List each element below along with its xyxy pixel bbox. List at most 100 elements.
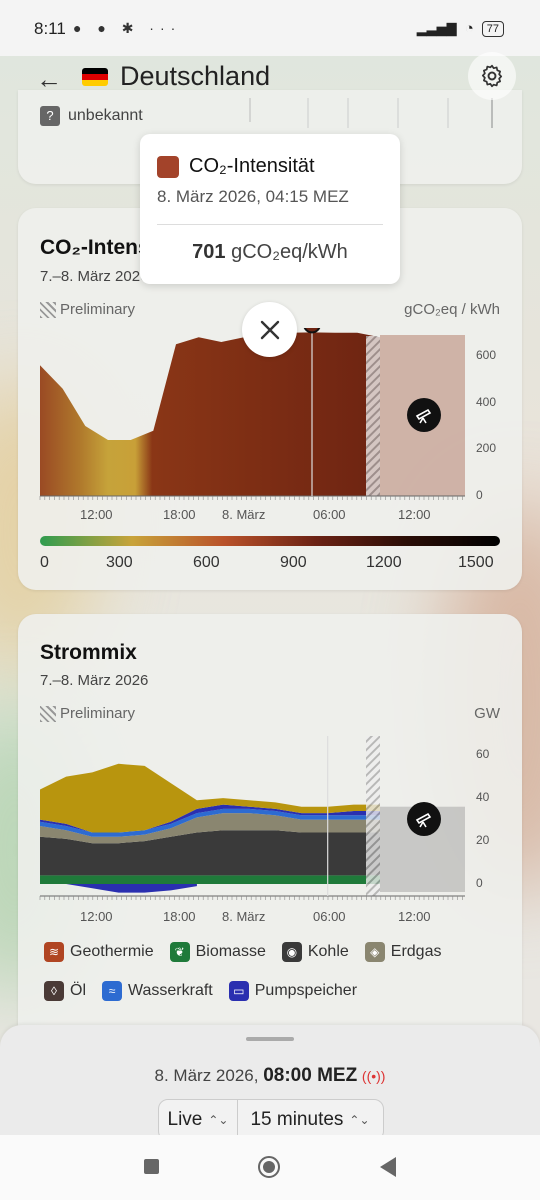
- selected-time: 08:00 MEZ: [263, 1065, 358, 1086]
- area-pumped-negative: [66, 884, 197, 893]
- signal-icon: ▂▃▅▇: [416, 20, 457, 36]
- power-mix-chart[interactable]: [18, 732, 522, 912]
- wifi-icon: ◔: [464, 20, 474, 37]
- live-broadcast-icon: ((•)): [361, 1068, 386, 1084]
- area-pumpspeicher: [40, 804, 380, 833]
- status-time: 8:11: [34, 19, 66, 38]
- mix-card-title: Strommix: [40, 641, 137, 664]
- x-tick-label: 12:00: [80, 909, 113, 924]
- tooltip-date: 8. März 2026, 04:15 MEZ: [157, 187, 349, 206]
- legend-item: ◊ Öl: [44, 981, 86, 1001]
- tooltip-divider: [157, 224, 383, 225]
- unknown-label: unbekannt: [68, 107, 143, 124]
- y-tick-label: 60: [476, 747, 490, 762]
- co2-card-subtitle: 7.–8. März 2026: [40, 268, 149, 285]
- legend-item: ▭ Pumpspeicher: [228, 981, 358, 1001]
- preliminary-band: [366, 336, 380, 496]
- scale-label: 900: [280, 554, 307, 571]
- system-nav-bar: [0, 1135, 540, 1200]
- legend-label: Öl: [70, 982, 86, 999]
- time-control-panel: 8. März 2026, 08:00 MEZ ((•)) Live ⌃⌄ 15…: [0, 1025, 540, 1141]
- tooltip-unit: gCO₂eq/kWh: [231, 241, 348, 263]
- hover-point: [303, 328, 321, 334]
- co2-area: [40, 332, 380, 496]
- x-tick-label: 12:00: [80, 507, 113, 522]
- hatch-icon: [40, 301, 56, 318]
- unknown-row: ? unbekannt: [40, 106, 143, 126]
- legend-item: ❦ Biomasse: [169, 942, 266, 962]
- gear-icon: [481, 64, 503, 88]
- area-wasserkraft: [40, 808, 380, 837]
- y-tick-label: 400: [476, 394, 497, 409]
- forecast-telescope-icon[interactable]: [407, 802, 441, 836]
- tooltip-swatch: [157, 156, 179, 178]
- app-header: ← Deutschland: [18, 48, 522, 106]
- drag-handle[interactable]: [246, 1037, 294, 1041]
- area-extra: [40, 763, 380, 833]
- status-right: ▂▃▅▇ ◔ 77: [417, 20, 504, 37]
- legend-item: ≋ Geothermie: [44, 942, 154, 962]
- mix-preliminary-legend: Preliminary: [40, 705, 135, 722]
- battery-icon: ▭: [228, 981, 249, 1001]
- mix-card-subtitle: 7.–8. März 2026: [40, 672, 149, 689]
- legend-label: Erdgas: [390, 943, 442, 960]
- legend-label: Kohle: [307, 943, 349, 960]
- forecast-telescope-icon[interactable]: [407, 398, 441, 432]
- question-icon: ?: [40, 106, 60, 126]
- water-icon: ≈: [102, 981, 122, 1001]
- chart-tooltip: CO₂-Intensität 8. März 2026, 04:15 MEZ 7…: [140, 134, 400, 284]
- time-selector: Live ⌃⌄ 15 minutes ⌃⌄: [158, 1099, 384, 1141]
- y-tick-label: 200: [476, 441, 497, 456]
- x-tick-label: 12:00: [398, 507, 431, 522]
- x-tick-label: 12:00: [398, 909, 431, 924]
- co2-intensity-chart[interactable]: [18, 328, 522, 528]
- close-tooltip-button[interactable]: [242, 302, 297, 357]
- scale-label: 1500: [458, 554, 494, 571]
- mix-unit-label: GW: [474, 705, 500, 722]
- tooltip-title: CO₂-Intensität: [189, 155, 315, 177]
- co2-unit-label: gCO₂eq / kWh: [404, 301, 500, 318]
- notification-icons: ● ● ✱ ···: [73, 20, 182, 36]
- legend-label: Pumpspeicher: [254, 982, 358, 999]
- preliminary-label: Preliminary: [60, 301, 136, 318]
- back-arrow-icon[interactable]: ←: [36, 64, 62, 94]
- legend-label: Biomasse: [195, 943, 266, 960]
- geothermal-icon: ≋: [44, 942, 64, 962]
- chevron-updown-icon: ⌃⌄: [349, 1113, 370, 1127]
- tooltip-value: 701: [192, 241, 226, 263]
- x-tick-label: 18:00: [163, 909, 196, 924]
- settings-button[interactable]: [468, 52, 516, 100]
- preliminary-band: [366, 736, 380, 896]
- legend-row-1: ≋ Geothermie ❦ Biomasse ◉ Kohle ◈ Erdgas: [44, 942, 441, 962]
- coal-icon: ◉: [281, 942, 302, 962]
- x-tick-label: 06:00: [313, 909, 346, 924]
- back-button[interactable]: [380, 1157, 396, 1177]
- area-kohle: [40, 830, 380, 876]
- mode-value: Live: [167, 1109, 203, 1130]
- legend-item: ◉ Kohle: [281, 942, 349, 962]
- selected-datetime: 8. März 2026, 08:00 MEZ ((•)): [0, 1065, 540, 1087]
- legend-label: Wasserkraft: [128, 982, 213, 999]
- y-tick-label: 20: [476, 833, 490, 848]
- recents-button[interactable]: [144, 1159, 159, 1174]
- x-tick-label: 06:00: [313, 507, 346, 522]
- tooltip-value-row: 701 gCO₂eq/kWh: [140, 241, 400, 264]
- co2-color-scale: [40, 536, 500, 546]
- legend-label: Geothermie: [70, 943, 154, 960]
- mode-select[interactable]: Live ⌃⌄: [159, 1100, 238, 1140]
- scale-label: 300: [106, 554, 133, 571]
- y-tick-label: 600: [476, 348, 497, 362]
- y-tick-label: 40: [476, 790, 490, 805]
- home-button[interactable]: [258, 1156, 280, 1178]
- page-title: Deutschland: [120, 61, 271, 91]
- grid-lines: [249, 98, 493, 128]
- interval-select[interactable]: 15 minutes ⌃⌄: [238, 1100, 382, 1140]
- x-tick-label: 8. März: [222, 909, 266, 924]
- area-biomasse: [40, 875, 380, 884]
- scale-label: 1200: [366, 554, 402, 571]
- germany-flag-icon: [82, 68, 108, 86]
- hatch-icon: [40, 705, 56, 722]
- co2-preliminary-legend: Preliminary: [40, 301, 135, 318]
- oil-drop-icon: ◊: [44, 981, 64, 1001]
- interval-value: 15 minutes: [250, 1109, 344, 1130]
